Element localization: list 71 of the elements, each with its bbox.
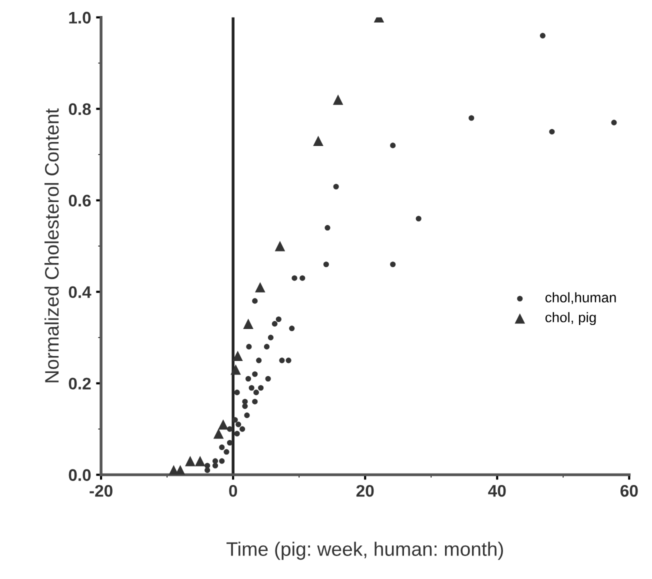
y-tick-label: 0.6: [68, 194, 91, 207]
point: [253, 390, 259, 396]
point: [240, 426, 246, 432]
point: [289, 326, 295, 332]
point: [204, 467, 210, 473]
legend-label: chol, pig: [545, 312, 596, 326]
point: [468, 115, 474, 121]
point: [227, 440, 233, 446]
x-tick-label: -20: [90, 484, 112, 497]
point: [390, 262, 396, 268]
point: [243, 318, 254, 329]
point: [268, 334, 274, 340]
point: [313, 136, 324, 146]
point: [300, 275, 306, 281]
x-tick-label: 60: [620, 484, 638, 497]
point: [246, 344, 252, 350]
x-tick-label: 0: [229, 484, 238, 497]
point: [242, 403, 248, 409]
point: [252, 398, 258, 404]
point: [232, 417, 238, 423]
point: [224, 449, 230, 455]
point: [272, 321, 278, 327]
point: [234, 390, 240, 396]
point: [219, 444, 225, 450]
y-axis-title: Normalized Cholesterol Content: [44, 108, 59, 382]
y-tick-label: 0.8: [68, 103, 91, 116]
point: [276, 316, 282, 322]
point: [292, 275, 298, 281]
point: [279, 358, 285, 364]
point: [264, 344, 270, 350]
point: [230, 364, 241, 375]
legend-label: chol,human: [545, 292, 616, 304]
point: [258, 385, 264, 391]
point: [219, 458, 225, 464]
point: [218, 419, 228, 430]
point: [185, 456, 196, 466]
point: [248, 385, 254, 391]
point: [332, 94, 344, 105]
point: [549, 128, 555, 134]
y-tick-label: 0.0: [68, 469, 91, 481]
point: [168, 465, 179, 475]
point: [324, 225, 330, 231]
point: [212, 462, 218, 468]
y-tick-label: 1.0: [69, 12, 91, 24]
point: [540, 32, 546, 38]
point: [252, 298, 258, 304]
point: [212, 458, 218, 464]
point: [256, 358, 262, 364]
point: [611, 120, 617, 126]
point: [194, 456, 206, 466]
x-tick-label: 20: [356, 484, 374, 497]
point: [236, 422, 242, 428]
point: [390, 142, 396, 148]
point: [416, 216, 422, 222]
point: [213, 428, 224, 439]
point: [333, 184, 339, 190]
point: [232, 350, 243, 362]
point: [245, 376, 252, 382]
x-axis-title: Time (pig: week, human: month): [226, 542, 503, 560]
y-tick-label: 0.2: [68, 378, 91, 390]
point: [252, 371, 258, 377]
point: [274, 240, 286, 252]
point: [244, 412, 250, 418]
point: [255, 282, 266, 292]
y-tick-label: 0.4: [68, 286, 92, 298]
point: [227, 426, 233, 432]
point: [323, 262, 329, 268]
point: [234, 430, 240, 436]
x-tick-label: 40: [488, 484, 506, 497]
point: [286, 358, 292, 364]
point: [265, 376, 271, 382]
